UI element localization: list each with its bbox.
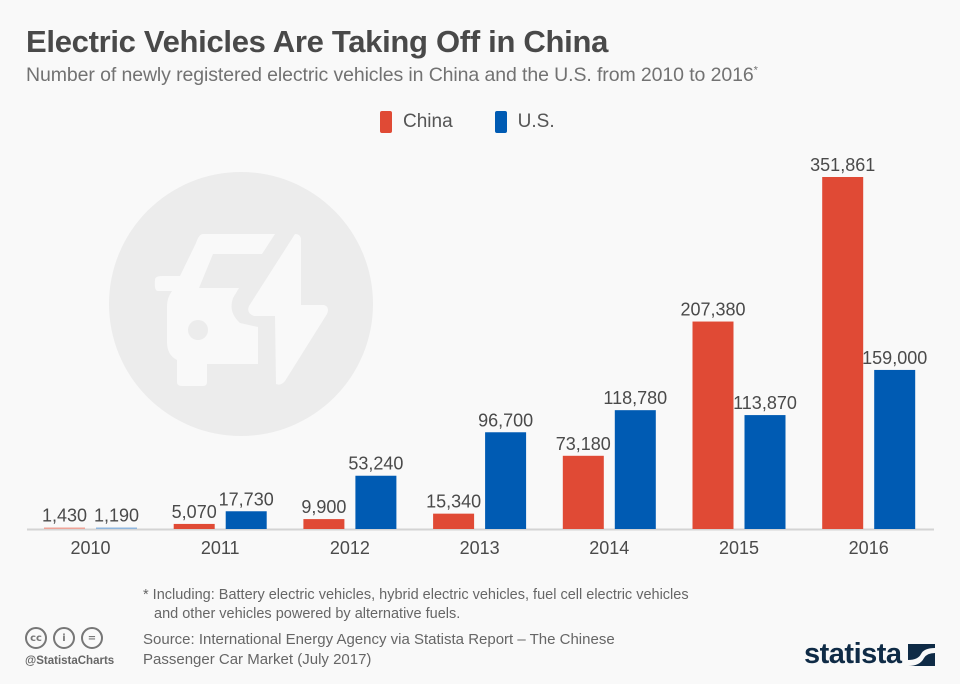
data-label-us-2013: 96,700	[478, 410, 533, 430]
data-label-us-2010: 1,190	[94, 506, 139, 526]
bar-china-2016	[822, 177, 864, 529]
x-tick-label-2014: 2014	[589, 538, 629, 558]
bar-china-2013	[433, 513, 475, 529]
statista-logo-icon	[907, 643, 935, 666]
x-tick-label-2016: 2016	[849, 538, 889, 558]
data-label-us-2015: 113,870	[733, 393, 797, 413]
data-label-china-2013: 15,340	[426, 492, 481, 512]
attribution-icon: i	[53, 627, 75, 649]
bar-us-2015	[744, 415, 786, 529]
ev-background-icon	[109, 172, 373, 436]
data-label-us-2014: 118,780	[603, 388, 667, 408]
footnote: * Including: Battery electric vehicles, …	[143, 586, 689, 624]
data-label-china-2012: 9,900	[301, 497, 346, 517]
x-tick-label-2011: 2011	[201, 538, 240, 558]
bar-us-2013	[485, 432, 527, 529]
cc-icon: cc	[25, 627, 47, 649]
legend-label-china: China	[403, 111, 453, 132]
legend-item-china: China	[380, 111, 453, 133]
data-label-china-2011: 5,070	[172, 502, 217, 522]
chart-subtitle: Number of newly registered electric vehi…	[26, 64, 758, 87]
creative-commons-badges: cc i =	[25, 627, 103, 649]
bar-us-2010	[96, 527, 137, 529]
bar-china-2012	[303, 519, 345, 529]
subtitle-text: Number of newly registered electric vehi…	[26, 64, 754, 86]
logo-wordmark: statista	[804, 638, 902, 670]
x-tick-label-2012: 2012	[330, 538, 370, 558]
data-label-china-2016: 351,861	[810, 155, 875, 175]
data-label-us-2016: 159,000	[862, 348, 927, 368]
x-tick-labels: 2010 2011 2012 2013 2014 2015 2016	[70, 538, 888, 558]
legend-item-us: U.S.	[494, 111, 555, 133]
bar-china-2014	[562, 455, 604, 529]
no-derivatives-icon: =	[81, 627, 103, 649]
source-line-1: Source: International Energy Agency via …	[143, 631, 615, 648]
bar-china-2011	[173, 523, 215, 529]
x-tick-label-2010: 2010	[70, 538, 110, 558]
bar-us-2014	[614, 410, 656, 529]
data-label-china-2014: 73,180	[556, 434, 611, 454]
data-label-us-2011: 17,730	[219, 489, 274, 509]
x-tick-label-2015: 2015	[719, 538, 759, 558]
subtitle-footnote-mark: *	[753, 64, 758, 77]
source: Source: International Energy Agency via …	[143, 630, 615, 670]
statista-logo[interactable]: statista	[804, 638, 935, 671]
source-line-2: Passenger Car Market (July 2017)	[143, 651, 372, 668]
legend-swatch-china	[380, 111, 392, 133]
bar-china-2015	[692, 321, 734, 529]
footnote-line-1: * Including: Battery electric vehicles, …	[143, 587, 689, 603]
data-label-us-2012: 53,240	[348, 454, 403, 474]
bars	[44, 177, 916, 529]
bar-us-2011	[225, 511, 267, 529]
legend: China U.S.	[380, 111, 597, 133]
footnote-line-2: and other vehicles powered by alternativ…	[154, 606, 461, 622]
data-label-china-2010: 1,430	[42, 506, 87, 526]
bar-us-2016	[874, 369, 916, 529]
bar-us-2012	[355, 475, 397, 529]
twitter-handle[interactable]: @StatistaCharts	[25, 655, 115, 667]
x-tick-label-2013: 2013	[460, 538, 500, 558]
chart-title: Electric Vehicles Are Taking Off in Chin…	[26, 24, 609, 59]
legend-label-us: U.S.	[517, 111, 555, 132]
bar-china-2010	[44, 527, 85, 529]
legend-swatch-us	[494, 111, 507, 133]
data-label-china-2015: 207,380	[680, 300, 745, 320]
